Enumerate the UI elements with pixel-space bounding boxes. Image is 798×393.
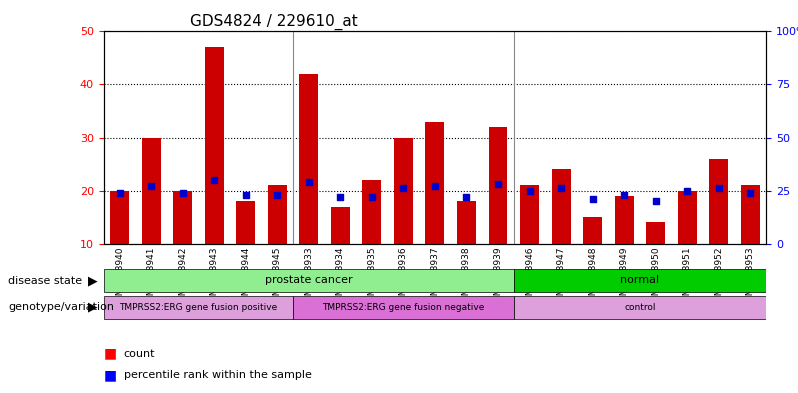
Point [587,196,599,202]
Point [681,187,693,194]
Bar [299,74,318,244]
Point [713,185,725,192]
FancyBboxPatch shape [104,296,293,319]
Bar [362,180,381,244]
Point [207,177,220,183]
FancyBboxPatch shape [514,296,766,319]
Point [429,183,441,189]
Bar [268,185,286,244]
Text: control: control [624,303,656,312]
Bar [614,196,634,244]
Point [302,179,315,185]
Bar [204,47,223,244]
Point [334,194,346,200]
Bar [236,201,255,244]
Point [618,192,630,198]
Text: TMPRSS2:ERG gene fusion negative: TMPRSS2:ERG gene fusion negative [322,303,484,312]
Point [650,198,662,204]
Bar [425,121,444,244]
Text: disease state: disease state [8,276,82,286]
Text: TMPRSS2:ERG gene fusion positive: TMPRSS2:ERG gene fusion positive [119,303,278,312]
FancyBboxPatch shape [104,268,514,292]
Text: genotype/variation: genotype/variation [8,302,114,312]
Text: count: count [124,349,155,359]
Bar [457,201,476,244]
Text: ▶: ▶ [88,274,97,288]
Bar [583,217,602,244]
Bar [394,138,413,244]
Point [271,192,283,198]
FancyBboxPatch shape [514,268,766,292]
Point [460,194,473,200]
Bar [709,159,729,244]
Point [113,189,126,196]
Text: GDS4824 / 229610_at: GDS4824 / 229610_at [190,14,358,30]
Bar [141,138,160,244]
Text: ■: ■ [104,368,117,382]
Point [144,183,157,189]
Point [492,181,504,187]
Point [523,187,536,194]
Bar [488,127,508,244]
Text: percentile rank within the sample: percentile rank within the sample [124,370,311,380]
Bar [646,222,666,244]
Point [397,185,409,192]
Point [176,189,189,196]
Point [555,185,567,192]
Point [744,189,757,196]
Bar [678,191,697,244]
Point [365,194,378,200]
Text: ▶: ▶ [88,301,97,314]
Text: normal: normal [620,275,659,285]
FancyBboxPatch shape [293,296,514,319]
Bar [110,191,129,244]
Bar [520,185,539,244]
Bar [173,191,192,244]
Text: ■: ■ [104,347,117,361]
Bar [551,169,571,244]
Point [239,192,252,198]
Text: prostate cancer: prostate cancer [265,275,353,285]
Bar [741,185,760,244]
Bar [331,206,350,244]
